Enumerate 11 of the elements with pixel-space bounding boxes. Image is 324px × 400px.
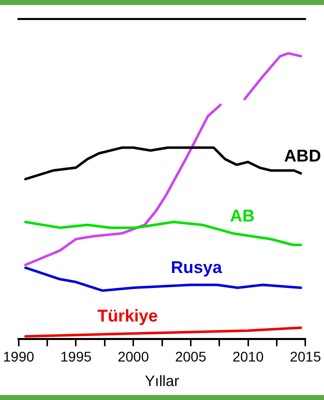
x-axis-title: Yıllar — [144, 373, 180, 390]
series-label: ABD — [284, 146, 321, 166]
series-label: Türkiye — [97, 306, 158, 326]
series-label: AB — [230, 206, 255, 226]
x-tick-label: 2005 — [175, 348, 206, 364]
series-label: Rusya — [170, 258, 222, 278]
x-tick-label: 1995 — [60, 348, 92, 364]
x-tick-label: 2000 — [118, 348, 150, 364]
x-tick-label: 1990 — [2, 348, 34, 364]
x-tick-label: 2015 — [290, 348, 322, 364]
x-tick-label: 2010 — [232, 348, 264, 364]
